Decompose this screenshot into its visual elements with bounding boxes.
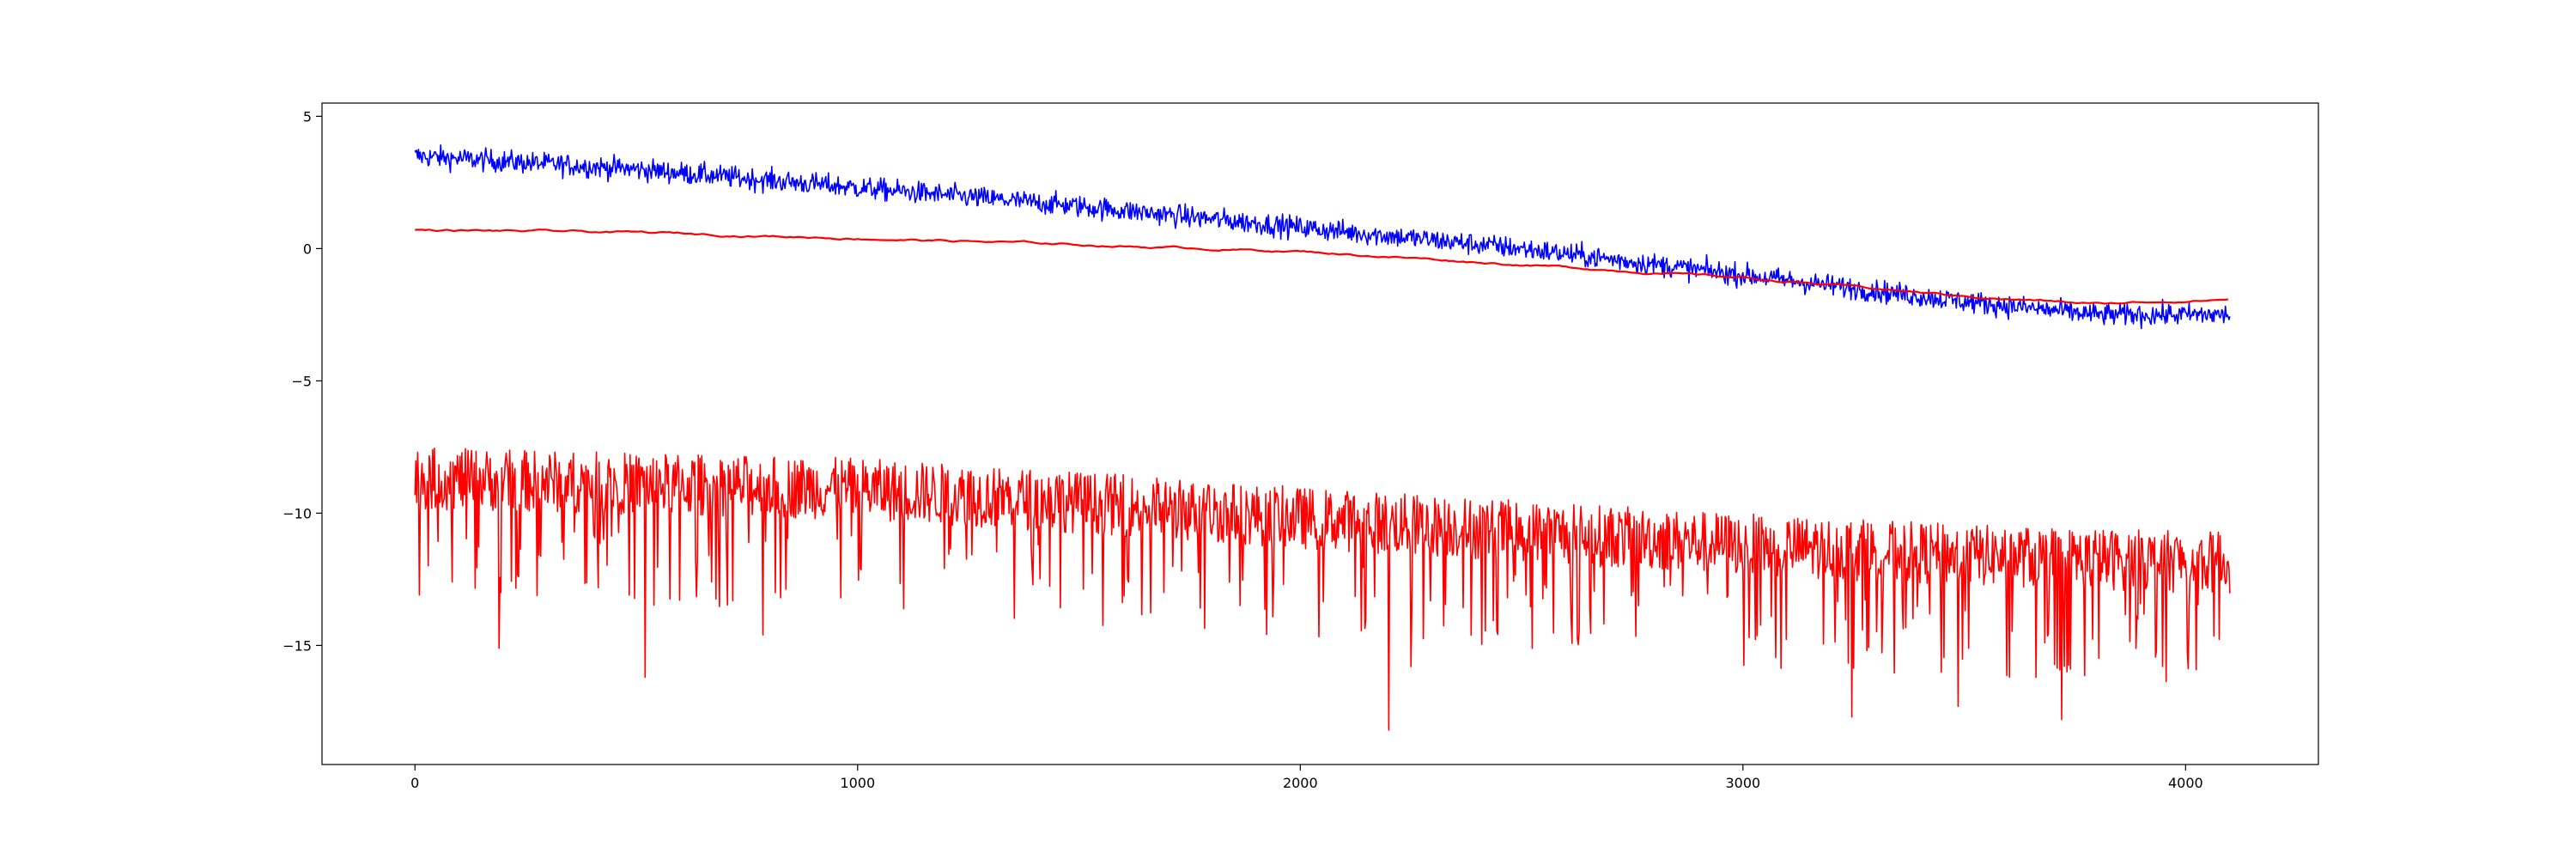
x-tick-label: 4000 [2168,775,2203,791]
plot-area [321,102,2319,765]
series-line-2 [415,228,2228,305]
y-tick-label: −10 [283,505,312,521]
series-layer [414,144,2231,731]
series-line-3 [414,447,2231,731]
axes-frame [321,102,2319,765]
x-axis: 0 1000 2000 3000 4000 [410,765,2203,791]
x-tick-label: 0 [410,775,419,791]
y-tick-label: −15 [283,637,312,654]
y-tick-label: 0 [303,241,312,257]
y-tick-label: 5 [303,108,312,125]
x-tick-label: 1000 [840,775,875,791]
x-tick-label: 3000 [1725,775,1760,791]
series-line-1 [414,144,2231,330]
y-axis: 5 0 −5 −10 −15 [283,108,322,654]
x-tick-label: 2000 [1283,775,1318,791]
y-tick-label: −5 [291,373,312,389]
